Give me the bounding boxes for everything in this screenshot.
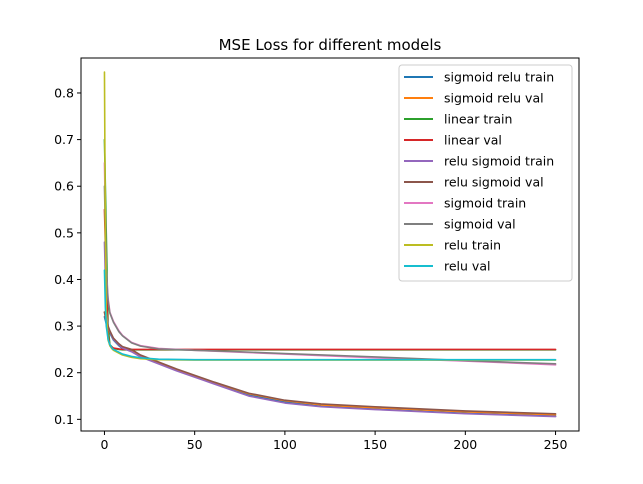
- y-tick-label: 0.7: [54, 132, 74, 147]
- y-axis: 0.1 0.2 0.3 0.4 0.5 0.6 0.7 0.8: [54, 85, 81, 427]
- y-tick-label: 0.2: [54, 365, 74, 380]
- plot-frame: [80, 57, 580, 432]
- y-tick-label: 0.3: [54, 319, 74, 334]
- y-tick-label: 0.6: [54, 179, 74, 194]
- series-line-5: [103, 311, 557, 415]
- series-line-9: [103, 269, 557, 361]
- legend-label: linear train: [444, 112, 512, 127]
- legend: sigmoid relu train sigmoid relu val linear…: [398, 64, 573, 282]
- y-tick-label: 0.8: [54, 85, 74, 100]
- legend-label: relu sigmoid val: [444, 175, 544, 190]
- series-line-1: [103, 311, 557, 416]
- plot-lines: [103, 71, 557, 418]
- x-tick-label: 200: [453, 437, 477, 452]
- series-line-7: [103, 185, 557, 365]
- x-axis: 0 50 100 150 200 250: [100, 431, 568, 452]
- chart-title: MSE Loss for different models: [219, 36, 442, 54]
- x-tick-label: 50: [187, 437, 203, 452]
- legend-label: sigmoid train: [444, 196, 526, 211]
- legend-label: sigmoid relu val: [444, 91, 544, 106]
- x-tick-label: 150: [363, 437, 387, 452]
- x-tick-label: 0: [100, 437, 108, 452]
- x-tick-label: 250: [544, 437, 568, 452]
- y-tick-label: 0.5: [54, 225, 74, 240]
- y-tick-label: 0.4: [54, 272, 74, 287]
- legend-label: relu sigmoid train: [444, 154, 554, 169]
- legend-label: relu train: [444, 238, 501, 253]
- legend-label: linear val: [444, 133, 502, 148]
- legend-label: sigmoid val: [444, 217, 516, 232]
- x-tick-label: 100: [273, 437, 297, 452]
- legend-box: [398, 64, 573, 282]
- legend-label: relu val: [444, 259, 490, 274]
- y-tick-label: 0.1: [54, 412, 74, 427]
- legend-label: sigmoid relu train: [444, 70, 554, 85]
